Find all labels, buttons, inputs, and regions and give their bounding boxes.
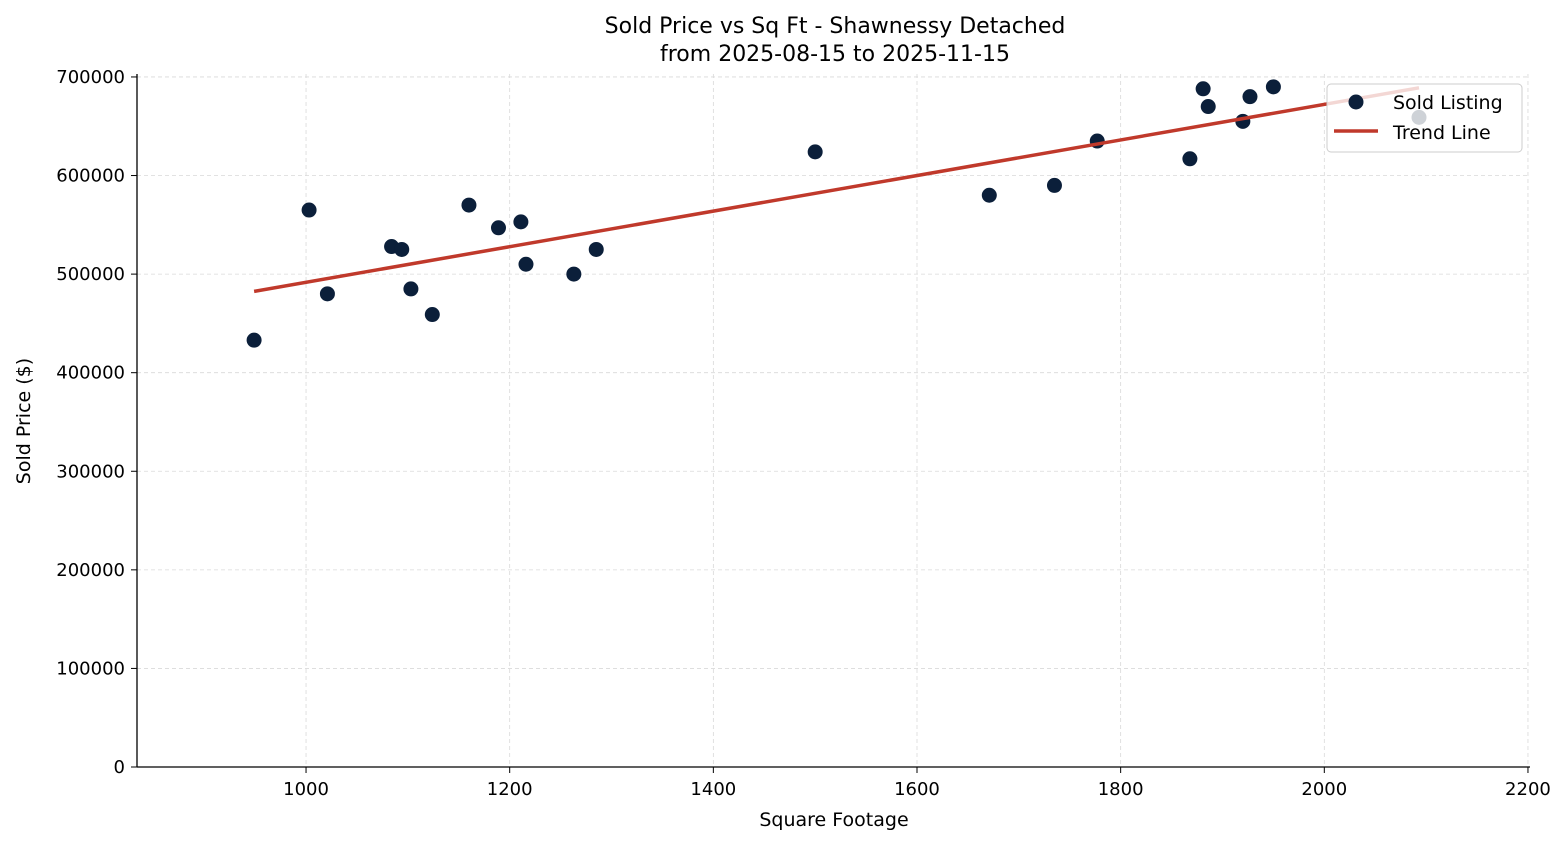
x-tick-label: 2000 <box>1301 779 1347 800</box>
data-point <box>403 281 419 297</box>
axes: 1000 1200 1400 1600 1800 2000 2200 0 100000 20000… <box>56 67 1551 800</box>
data-point <box>1265 79 1281 95</box>
y-axis-label: Sold Price ($) <box>13 358 35 484</box>
x-axis-label: Square Footage <box>759 809 908 831</box>
x-tick-label: 1800 <box>1098 779 1144 800</box>
data-point <box>1182 151 1198 167</box>
y-tick-label: 100000 <box>56 658 125 679</box>
data-point <box>588 241 604 257</box>
y-tick-label: 600000 <box>56 166 125 187</box>
data-point <box>461 197 477 213</box>
data-point <box>1242 89 1258 105</box>
chart-title: Sold Price vs Sq Ft - Shawnessy Detached <box>605 14 1066 39</box>
y-tick-label: 700000 <box>56 67 125 88</box>
y-tick-label: 300000 <box>56 461 125 482</box>
x-tick-label: 1200 <box>487 779 533 800</box>
data-point <box>566 266 582 282</box>
chart-subtitle: from 2025-08-15 to 2025-11-15 <box>660 42 1010 67</box>
data-point <box>518 256 534 272</box>
legend-box <box>1326 83 1523 153</box>
data-point <box>490 220 506 236</box>
data-point <box>807 144 823 160</box>
legend: Sold Listing Trend Line <box>1326 83 1523 153</box>
data-point <box>424 307 440 323</box>
data-point <box>394 241 410 257</box>
y-tick-label: 500000 <box>56 264 125 285</box>
data-point <box>1195 81 1211 97</box>
data-point <box>1200 99 1216 115</box>
y-tick-label: 200000 <box>56 560 125 581</box>
x-tick-label: 1600 <box>894 779 940 800</box>
y-tick-label: 0 <box>114 757 125 778</box>
legend-label-trend-line: Trend Line <box>1392 122 1491 144</box>
data-point <box>301 202 317 218</box>
x-tick-label: 1400 <box>690 779 736 800</box>
y-tick-label: 400000 <box>56 363 125 384</box>
grid <box>137 74 1530 768</box>
data-point <box>981 187 997 203</box>
trend-line <box>253 86 1420 294</box>
legend-label-sold-listing: Sold Listing <box>1393 92 1503 114</box>
legend-marker-sold-listing <box>1348 94 1364 110</box>
x-tick-label: 2200 <box>1505 779 1551 800</box>
data-point <box>1046 177 1062 193</box>
data-point <box>513 214 529 230</box>
x-tick-label: 1000 <box>283 779 329 800</box>
plot-marks <box>246 79 1427 348</box>
data-point <box>319 286 335 302</box>
data-point <box>246 332 262 348</box>
